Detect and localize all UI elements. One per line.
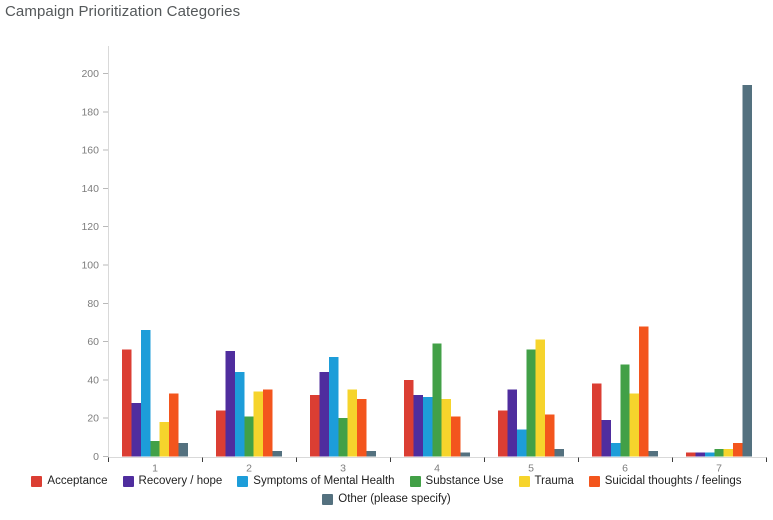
bar — [272, 450, 282, 457]
y-tick-label: 20 — [87, 413, 99, 425]
x-category-label: 1 — [152, 463, 158, 475]
bar — [526, 349, 536, 457]
bar — [216, 410, 226, 457]
y-tick-label: 60 — [87, 336, 99, 348]
bar — [714, 448, 724, 457]
bar — [648, 450, 658, 457]
y-tick-label: 100 — [81, 260, 99, 272]
x-category-label: 2 — [246, 463, 252, 475]
bar — [347, 389, 358, 457]
legend-label: Substance Use — [425, 475, 504, 487]
bar — [441, 399, 452, 457]
bar — [610, 443, 621, 457]
legend-item: Suicidal thoughts / feelings — [588, 474, 742, 489]
bar — [451, 416, 461, 457]
legend-swatch — [237, 476, 249, 487]
bar — [150, 441, 160, 457]
x-category-label: 5 — [528, 463, 534, 475]
y-tick-label: 140 — [81, 183, 99, 195]
legend-item: Recovery / hope — [122, 474, 223, 489]
bar — [629, 393, 640, 457]
bar — [131, 402, 141, 457]
legend-item: Other (please specify) — [322, 492, 451, 507]
bar — [404, 379, 414, 457]
bar — [516, 429, 527, 457]
y-tick-label: 120 — [81, 221, 99, 233]
legend-label: Other (please specify) — [338, 493, 451, 505]
bar — [310, 395, 320, 457]
bar — [535, 339, 546, 457]
y-tick-label: 200 — [81, 68, 99, 80]
bar-chart: 0 20 40 60 80 100 120 140 160 180 200 1 2 3 4 5 6 7 — [81, 46, 767, 475]
chart-title: Campaign Prioritization Categories — [5, 3, 241, 20]
bar — [319, 372, 329, 457]
bar — [460, 452, 470, 457]
bar — [620, 364, 630, 457]
bar — [140, 330, 151, 457]
bar — [178, 443, 188, 457]
legend-item: Acceptance — [31, 474, 108, 489]
bar — [686, 452, 696, 457]
y-tick-label: 0 — [93, 451, 99, 463]
bar — [422, 397, 433, 457]
bar — [357, 399, 367, 457]
bar — [545, 414, 555, 457]
y-tick-label: 80 — [87, 298, 99, 310]
y-tick-label: 40 — [87, 374, 99, 386]
bar — [413, 395, 423, 457]
bar — [592, 383, 602, 457]
bar — [639, 326, 649, 457]
legend-item: Trauma — [518, 474, 574, 489]
bar — [507, 389, 517, 457]
legend-swatch — [322, 494, 334, 505]
bar — [338, 418, 348, 457]
x-category-label: 3 — [340, 463, 346, 475]
legend-swatch — [122, 476, 134, 487]
bar — [695, 452, 705, 457]
chart-legend: Acceptance Recovery / hope Symptoms of Men… — [0, 474, 773, 507]
bar — [253, 391, 264, 457]
bar — [704, 452, 715, 457]
x-category-label: 4 — [434, 463, 440, 475]
legend-swatch — [409, 476, 421, 487]
bar — [742, 84, 752, 457]
legend-swatch — [31, 476, 43, 487]
bar — [169, 393, 179, 457]
bar — [498, 410, 508, 457]
bar — [328, 356, 339, 457]
bar — [554, 448, 564, 457]
bar — [723, 448, 734, 457]
legend-item: Substance Use — [409, 474, 504, 489]
legend-label: Acceptance — [47, 475, 108, 487]
legend-swatch — [588, 476, 600, 487]
y-tick-label: 160 — [81, 145, 99, 157]
legend-label: Trauma — [534, 475, 574, 487]
bar — [234, 372, 245, 457]
legend-label: Suicidal thoughts / feelings — [604, 475, 742, 487]
x-category-label: 7 — [716, 463, 722, 475]
legend-item: Symptoms of Mental Health — [237, 474, 395, 489]
legend-label: Symptoms of Mental Health — [253, 475, 395, 487]
bar — [159, 422, 170, 457]
bar — [122, 349, 132, 457]
bar — [601, 420, 611, 457]
y-tick-label: 180 — [81, 106, 99, 118]
legend-label: Recovery / hope — [138, 475, 223, 487]
bar — [366, 450, 376, 457]
bar — [733, 443, 743, 457]
bar — [263, 389, 273, 457]
bar — [244, 416, 254, 457]
legend-swatch — [518, 476, 530, 487]
x-category-label: 6 — [622, 463, 628, 475]
bar — [432, 343, 442, 457]
bar — [225, 351, 235, 457]
